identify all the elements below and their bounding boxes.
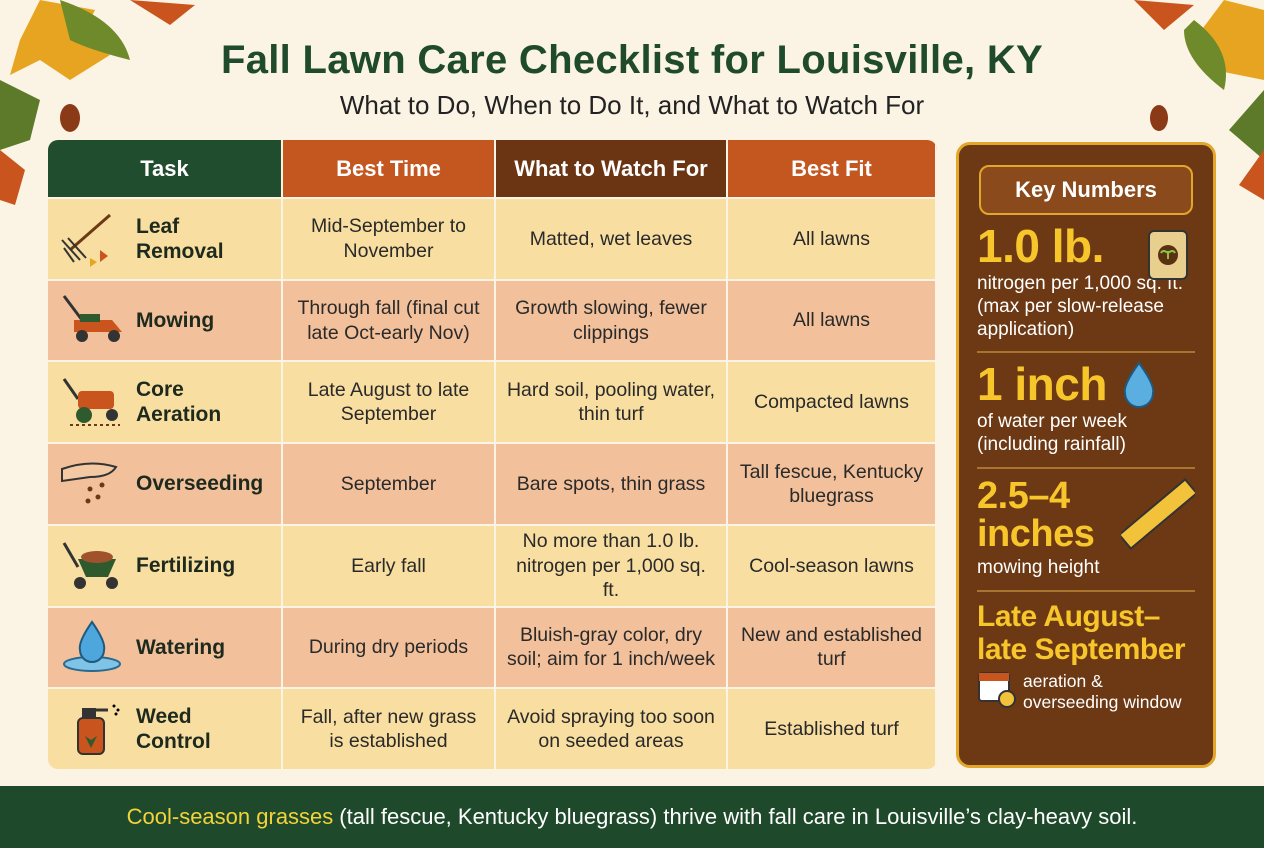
- table-cell: Hard soil, pooling water, thin turf: [496, 360, 728, 443]
- column-header: What to Watch For: [496, 140, 728, 197]
- table-cell: Bare spots, thin grass: [496, 442, 728, 524]
- key-description: aeration & overseeding window: [1023, 670, 1182, 712]
- task-icon: [62, 378, 120, 427]
- task-name: Fertilizing: [136, 554, 236, 578]
- task-icon: [62, 294, 122, 342]
- column-header: Task: [48, 140, 283, 197]
- cell-text: September: [340, 472, 437, 495]
- footer: Cool-season grasses (tall fescue, Kentuck…: [0, 786, 1264, 848]
- key-number: 2.5–4 inches mowing height: [977, 469, 1195, 592]
- table-cell: Tall fescue, Kentucky bluegrass: [728, 442, 937, 524]
- table-cell: Through fall (final cut late Oct-early N…: [283, 278, 496, 361]
- title: Fall Lawn Care Checklist for Louisville,…: [220, 38, 1043, 82]
- task-icon: [62, 541, 118, 589]
- leaf-decoration: [0, 0, 195, 205]
- table-cell: Mid-September to November: [283, 197, 496, 279]
- key-value: Late August–late September: [977, 599, 1186, 667]
- cell-text: All lawns: [793, 309, 870, 332]
- key-description: nitrogen per 1,000 sq. ft. (max per slow…: [977, 273, 1183, 340]
- drop-icon: [1123, 361, 1155, 409]
- task-cell: Weed Control: [48, 687, 283, 769]
- key-numbers-panel: Key Numbers 1.0 lb. nitrogen per 1,000 sq…: [956, 142, 1216, 768]
- footer-text: (tall fescue, Kentucky bluegrass) thrive…: [339, 804, 1138, 829]
- footer-highlight: Cool-season grasses: [126, 804, 334, 829]
- table-cell: All lawns: [728, 278, 937, 361]
- table-cell: During dry periods: [283, 605, 496, 688]
- checklist-table: Task Best Time What to Watch For Best Fit Le…: [48, 140, 937, 769]
- calendar-icon: [978, 671, 1016, 708]
- key-value: 2.5–4 inches: [977, 474, 1095, 555]
- key-number: 1.0 lb. nitrogen per 1,000 sq. ft. (max p…: [977, 215, 1195, 354]
- task-cell: Fertilizing: [48, 523, 283, 606]
- cell-text: New and established turf: [740, 624, 923, 671]
- key-description: of water per week (including rainfall): [977, 411, 1127, 456]
- table-cell: Early fall: [283, 523, 496, 606]
- cell-text: Bluish-gray color, dry soil; aim for 1 i…: [506, 624, 716, 671]
- table-cell: Growth slowing, fewer clippings: [496, 278, 728, 361]
- ruler-icon: [1121, 478, 1195, 550]
- task-cell: Watering: [48, 605, 283, 688]
- key-number: Late August–late September aeration & ove…: [977, 592, 1195, 723]
- column-header: Best Time: [283, 140, 496, 197]
- task-icon: [77, 704, 120, 756]
- cell-text: Matted, wet leaves: [529, 227, 693, 250]
- task-icon: [61, 462, 118, 504]
- leaf-decoration: [1134, 0, 1264, 200]
- cell-text: Through fall (final cut late Oct-early N…: [297, 297, 480, 344]
- table-cell: Bluish-gray color, dry soil; aim for 1 i…: [496, 605, 728, 688]
- cell-text: Bare spots, thin grass: [516, 472, 706, 495]
- cell-text: Mid-September to November: [311, 215, 466, 262]
- cell-text: No more than 1.0 lb. nitrogen per 1,000 …: [516, 530, 706, 601]
- table-cell: No more than 1.0 lb. nitrogen per 1,000 …: [496, 523, 728, 606]
- key-description: mowing height: [977, 556, 1100, 578]
- cell-text: Late August to late September: [307, 378, 470, 426]
- fertilizer-icon: [1148, 230, 1188, 280]
- key-value: 1 inch: [977, 358, 1107, 411]
- table-cell: September: [283, 442, 496, 524]
- cell-text: During dry periods: [308, 636, 469, 659]
- cell-text: Growth slowing, fewer clippings: [515, 297, 707, 344]
- task-cell: Core Aeration: [48, 360, 283, 443]
- table-cell: Established turf: [728, 687, 937, 769]
- table-cell: Compacted lawns: [728, 360, 937, 443]
- task-cell: Mowing: [48, 278, 283, 361]
- subtitle: What to Do, When to Do It, and What to W…: [339, 90, 925, 120]
- table-cell: Fall, after new grass is established: [283, 687, 496, 769]
- task-name: Watering: [136, 635, 226, 659]
- key-number: 1 inch of water per week (including rainf…: [977, 353, 1195, 469]
- column-header: Best Fit: [728, 140, 937, 197]
- cell-text: Established turf: [764, 717, 899, 740]
- task-name: Weed Control: [136, 704, 211, 754]
- task-name: Core Aeration: [136, 378, 222, 427]
- cell-text: All lawns: [793, 227, 870, 250]
- task-cell: Overseeding: [48, 442, 283, 524]
- task-name: Leaf Removal: [136, 214, 224, 263]
- table-cell: New and established turf: [728, 605, 937, 688]
- task-name: Mowing: [136, 308, 215, 332]
- task-cell: Leaf Removal: [48, 197, 283, 279]
- table-cell: Late August to late September: [283, 360, 496, 443]
- panel-title: Key Numbers: [979, 165, 1193, 215]
- task-name: Overseeding: [136, 472, 264, 496]
- table-cell: All lawns: [728, 197, 937, 279]
- cell-text: Tall fescue, Kentucky bluegrass: [739, 460, 924, 507]
- table-cell: Matted, wet leaves: [496, 197, 728, 279]
- task-icon: [63, 620, 121, 673]
- cell-text: Cool-season lawns: [749, 554, 914, 577]
- table-cell: Cool-season lawns: [728, 523, 937, 606]
- table-cell: Avoid spraying too soon on seeded areas: [496, 687, 728, 769]
- cell-text: Compacted lawns: [754, 391, 909, 414]
- key-numbers-list: 1.0 lb. nitrogen per 1,000 sq. ft. (max p…: [977, 215, 1195, 723]
- cell-text: Avoid spraying too soon on seeded areas: [507, 705, 715, 753]
- cell-text: Fall, after new grass is established: [300, 705, 477, 753]
- task-icon: [61, 213, 111, 267]
- key-value: 1.0 lb.: [977, 220, 1104, 272]
- cell-text: Early fall: [351, 554, 426, 577]
- cell-text: Hard soil, pooling water, thin turf: [506, 378, 716, 426]
